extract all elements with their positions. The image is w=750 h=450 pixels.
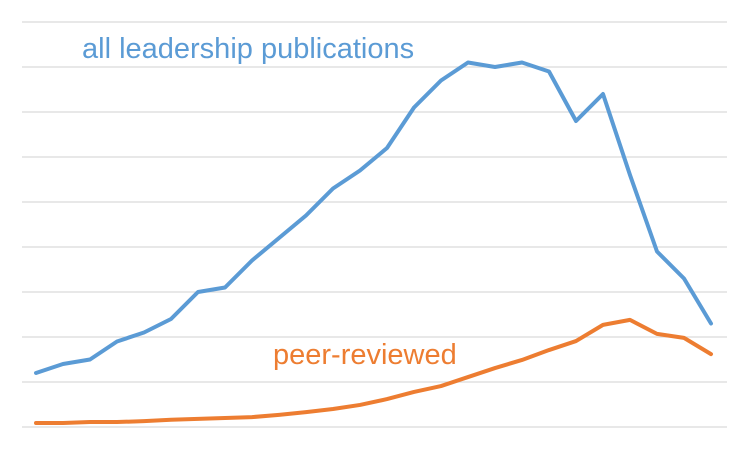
series-line [34, 60, 713, 375]
series-label: peer-reviewed [273, 339, 457, 371]
series-line [34, 317, 713, 425]
series-label: all leadership publications [82, 33, 414, 65]
